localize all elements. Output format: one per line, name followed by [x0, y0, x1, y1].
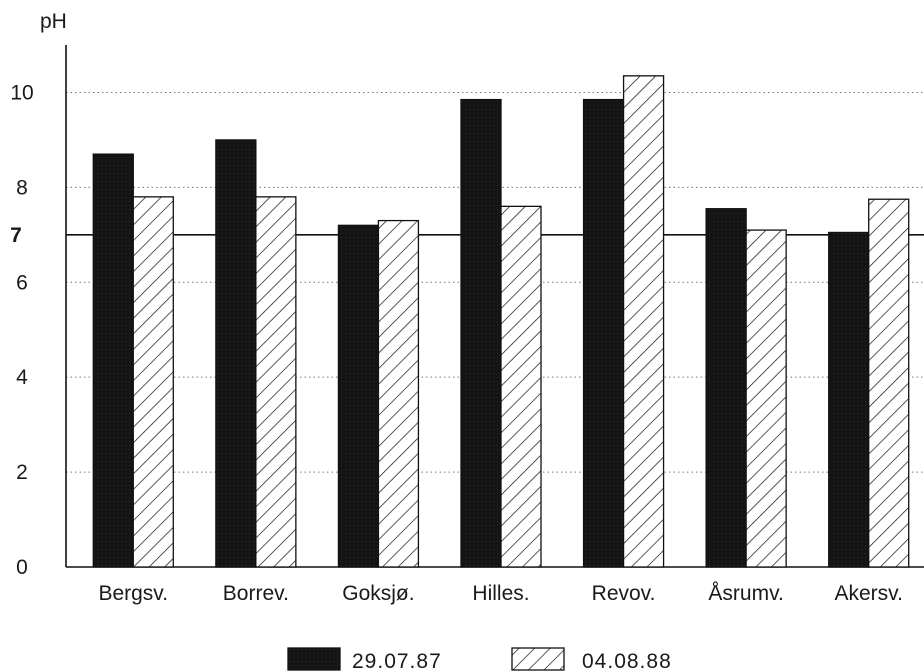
bar-series-1: [828, 231, 870, 568]
x-category-label: Akersv.: [834, 582, 902, 605]
legend: 29.07.87 04.08.88: [287, 647, 672, 672]
y-tick-label: 0: [16, 556, 28, 579]
x-category-label: Borrev.: [223, 582, 289, 605]
y-axis-label: pH: [40, 10, 67, 33]
x-category-label: Revov.: [592, 582, 656, 605]
legend-label-series-1: 29.07.87: [352, 650, 442, 672]
legend-label-series-2: 04.08.88: [582, 650, 672, 672]
labels: 0 2 4 6 8 10 7 pH Bergsv. Borrev. Goksjø. Hilles. Re…: [10, 10, 903, 605]
bar-series-1: [337, 224, 380, 568]
x-category-label: Goksjø.: [342, 582, 414, 605]
bar-series-2: [500, 205, 542, 568]
reference-line-label: 7: [10, 224, 22, 247]
legend-swatch-series-2: [511, 647, 565, 671]
x-category-label: Hilles.: [472, 582, 529, 605]
x-category-label: Åsrumv.: [708, 582, 783, 605]
bar-series-2: [868, 198, 910, 568]
bar-series-1: [92, 153, 134, 568]
x-category-label: Bergsv.: [98, 582, 168, 605]
y-tick-label: 8: [16, 176, 28, 199]
bar-series-1: [215, 139, 257, 568]
bar-series-2: [622, 75, 665, 568]
bar-series-2: [255, 196, 297, 568]
bar-series-2: [377, 219, 420, 568]
y-tick-label: 10: [10, 81, 33, 104]
y-tick-label: 4: [16, 366, 28, 389]
bar-series-1: [460, 98, 502, 568]
bar-series-1: [705, 208, 747, 568]
bar-series-2: [132, 196, 174, 568]
bars: [92, 75, 910, 568]
bar-series-1: [582, 98, 625, 568]
y-tick-label: 6: [16, 271, 28, 294]
bar-series-2: [745, 229, 787, 568]
legend-swatch-series-1: [287, 647, 341, 671]
y-tick-label: 2: [16, 461, 28, 484]
